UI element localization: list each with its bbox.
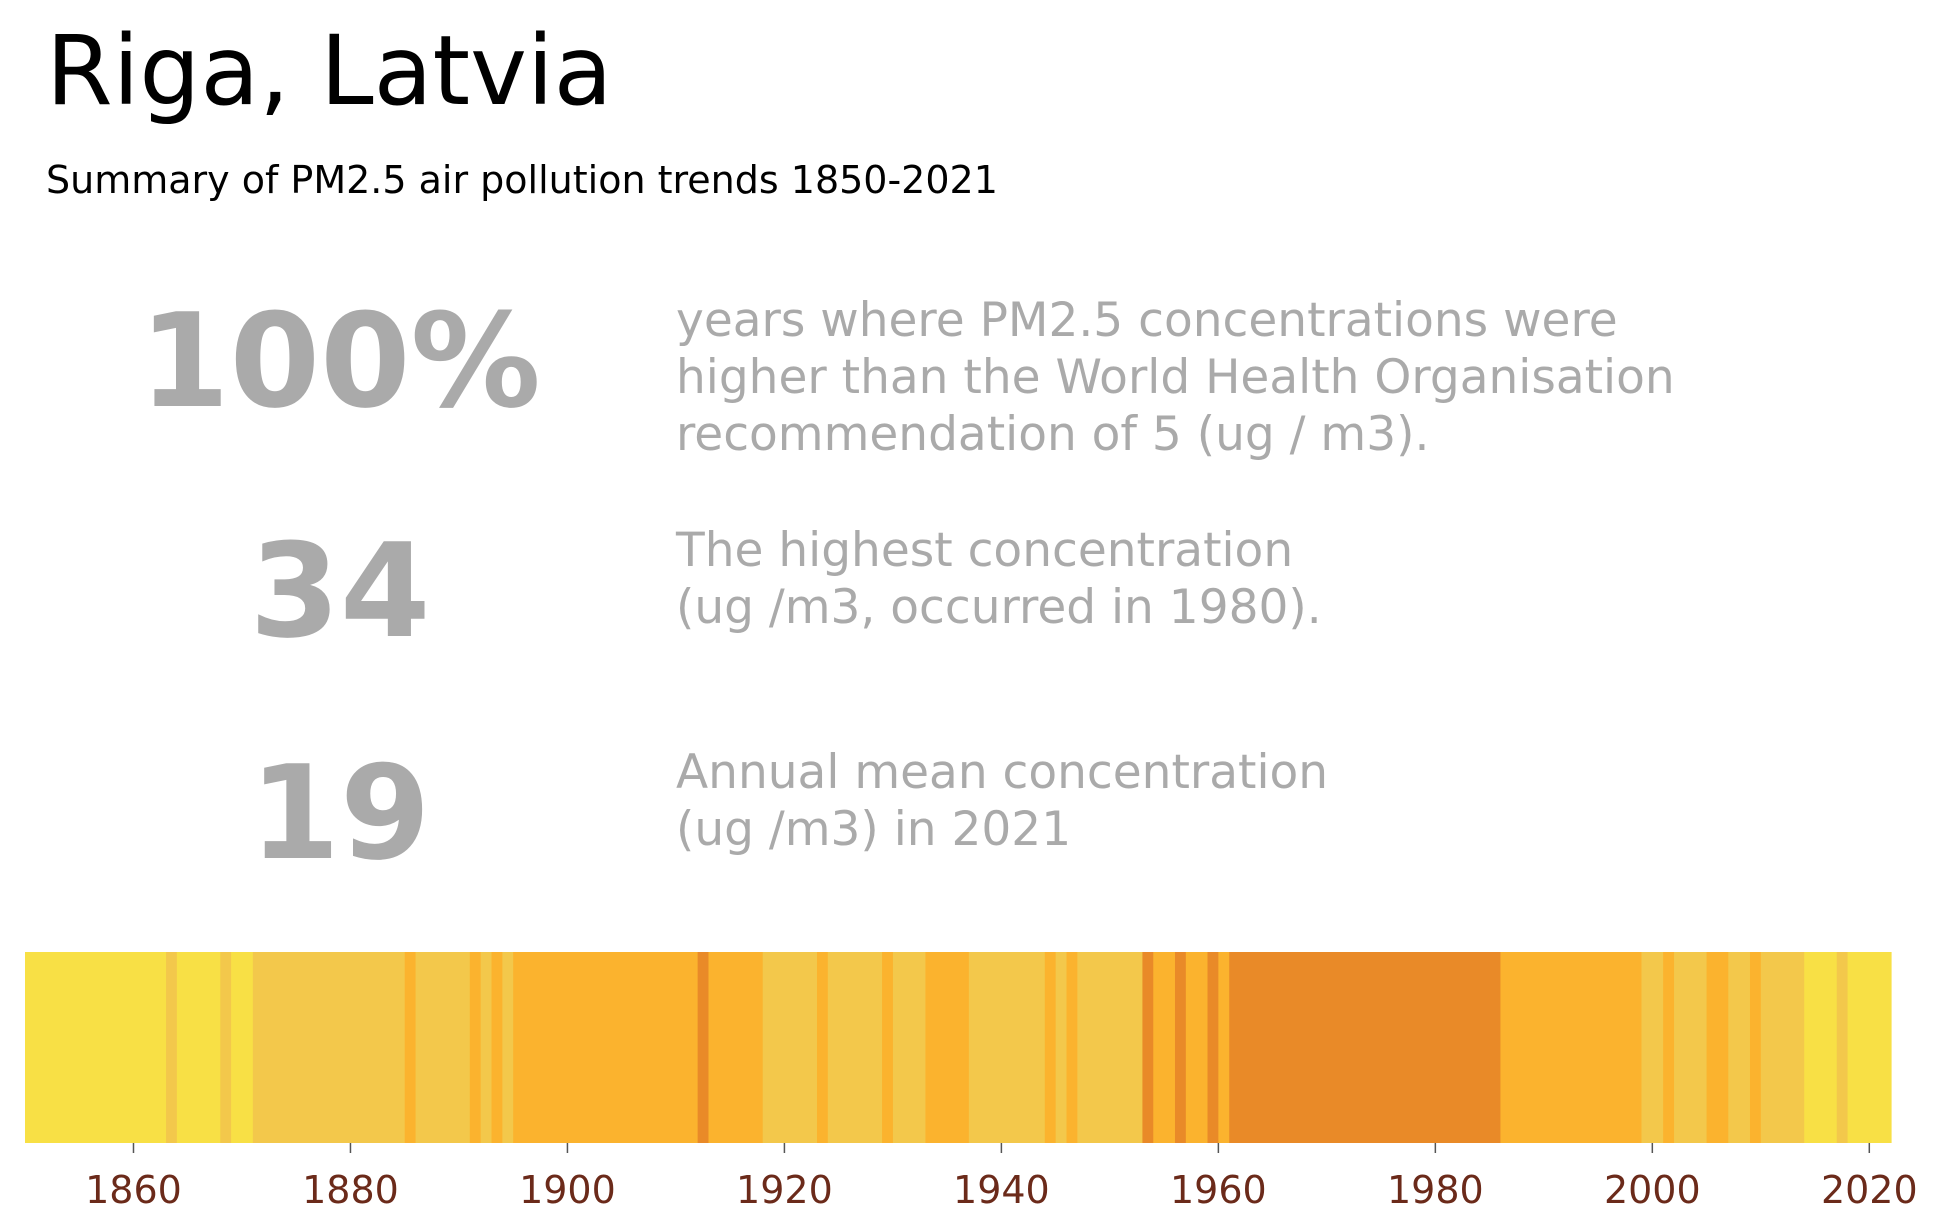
stripe-band bbox=[502, 952, 514, 1143]
stripe-band bbox=[1066, 952, 1078, 1143]
stripe-band bbox=[1077, 952, 1144, 1143]
stripe-band bbox=[697, 952, 710, 1143]
x-tick-label: 1940 bbox=[953, 1168, 1050, 1212]
page-title: Riga, Latvia bbox=[46, 15, 613, 127]
stat-desc-annual-mean: Annual mean concentration (ug /m3) in 20… bbox=[676, 744, 1328, 858]
x-tick-label: 1980 bbox=[1387, 1168, 1484, 1212]
stripe-band bbox=[231, 952, 254, 1143]
stripe-band bbox=[1055, 952, 1068, 1143]
stat-value-highest: 34 bbox=[249, 515, 431, 667]
stripe-band bbox=[1847, 952, 1892, 1143]
stripe-band bbox=[968, 952, 1046, 1143]
stat-value-annual-mean: 19 bbox=[249, 737, 431, 889]
stripe-band bbox=[882, 952, 894, 1143]
stat-desc-line: (ug /m3) in 2021 bbox=[676, 802, 1072, 857]
stripe-band bbox=[469, 952, 482, 1143]
x-tick-label: 1880 bbox=[302, 1168, 399, 1212]
stripe-band bbox=[25, 952, 167, 1143]
x-tick-label: 2000 bbox=[1604, 1168, 1701, 1212]
stripe-band bbox=[1760, 952, 1805, 1143]
stripe-band bbox=[166, 952, 178, 1143]
x-tick-label: 1960 bbox=[1170, 1168, 1267, 1212]
stripe-band bbox=[1641, 952, 1664, 1143]
stripe-band bbox=[1836, 952, 1849, 1143]
stripe-band bbox=[1500, 952, 1643, 1143]
stripe-band bbox=[816, 952, 829, 1143]
stat-desc-exceedance: years where PM2.5 concentrations were hi… bbox=[676, 292, 1675, 463]
stripe-band bbox=[1706, 952, 1729, 1143]
stat-desc-line: higher than the World Health Organisatio… bbox=[676, 350, 1675, 405]
x-tick-label: 2020 bbox=[1821, 1168, 1918, 1212]
stripe-band bbox=[1185, 952, 1209, 1143]
stripe-band bbox=[415, 952, 471, 1143]
stat-desc-line: The highest concentration bbox=[676, 523, 1294, 578]
stat-desc-line: recommendation of 5 (ug / m3). bbox=[676, 407, 1430, 462]
x-tick-label: 1860 bbox=[85, 1168, 182, 1212]
stripe-band bbox=[1804, 952, 1838, 1143]
stripe-band bbox=[252, 952, 406, 1143]
stripe-band bbox=[892, 952, 927, 1143]
stripe-band bbox=[1142, 952, 1154, 1143]
stripe-band bbox=[708, 952, 764, 1143]
stripe-band bbox=[827, 952, 883, 1143]
stripe-band bbox=[480, 952, 493, 1143]
stripe-band bbox=[925, 952, 970, 1143]
stripe-band bbox=[1153, 952, 1176, 1143]
stripe-band bbox=[176, 952, 221, 1143]
stripe-band bbox=[1674, 952, 1708, 1143]
stat-desc-line: years where PM2.5 concentrations were bbox=[676, 293, 1618, 348]
stat-desc-line: Annual mean concentration bbox=[676, 745, 1329, 800]
stripe-band bbox=[513, 952, 699, 1143]
stripe-band bbox=[1218, 952, 1230, 1143]
stat-value-exceedance: 100% bbox=[139, 285, 541, 437]
stripe-band bbox=[1207, 952, 1219, 1143]
stripe-band bbox=[404, 952, 417, 1143]
x-tick-label: 1900 bbox=[519, 1168, 616, 1212]
stripe-band bbox=[491, 952, 503, 1143]
stripe-band bbox=[1728, 952, 1751, 1143]
stripe-band bbox=[1044, 952, 1057, 1143]
stripe-band bbox=[762, 952, 818, 1143]
stripe-band bbox=[1174, 952, 1187, 1143]
stat-desc-line: (ug /m3, occurred in 1980). bbox=[676, 580, 1322, 635]
stat-desc-highest: The highest concentration (ug /m3, occur… bbox=[676, 522, 1322, 636]
stripe-band bbox=[1749, 952, 1762, 1143]
page-subtitle: Summary of PM2.5 air pollution trends 18… bbox=[46, 158, 998, 202]
stripe-band bbox=[220, 952, 232, 1143]
stripe-band bbox=[1229, 952, 1502, 1143]
stripe-band bbox=[1663, 952, 1675, 1143]
x-tick-label: 1920 bbox=[736, 1168, 833, 1212]
